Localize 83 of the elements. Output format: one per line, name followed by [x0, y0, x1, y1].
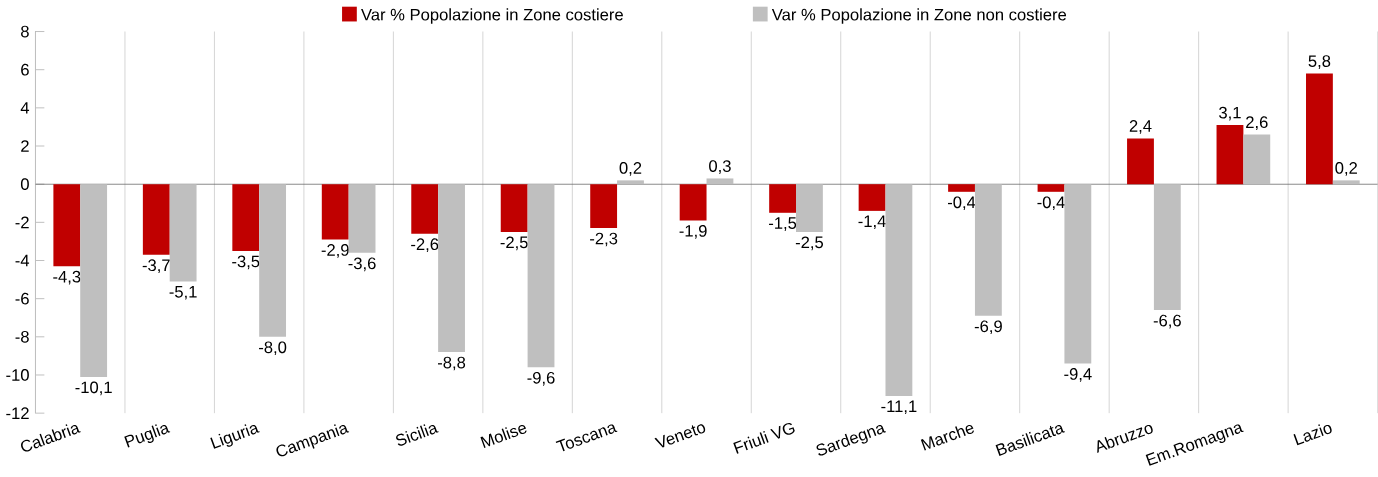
bar: [617, 180, 644, 185]
data-label: 2,6: [1246, 116, 1268, 131]
x-tick-label: Lazio: [1293, 424, 1332, 446]
data-label: -0,4: [947, 196, 976, 211]
y-tick-label: -2: [15, 216, 29, 229]
bar: [769, 184, 797, 214]
bar: [80, 184, 108, 378]
bar: [590, 184, 618, 229]
bar: [948, 184, 975, 193]
data-label: -9,4: [1064, 368, 1092, 383]
bar: [974, 184, 1002, 317]
y-tick-label: -6: [15, 293, 29, 305]
data-label: 3,1: [1219, 106, 1241, 121]
bar: [858, 184, 886, 212]
bar: [1306, 73, 1333, 185]
data-label: -8,8: [437, 356, 466, 371]
x-tick-label: Puglia: [124, 424, 171, 448]
x-tick-label: Molise: [480, 425, 527, 449]
y-tick-label: 2: [21, 140, 29, 153]
data-label: -3,5: [232, 255, 260, 270]
bar: [232, 184, 260, 252]
data-label: -6,6: [1153, 314, 1181, 329]
bar: [259, 184, 287, 338]
bar: [706, 178, 734, 185]
bar: [142, 184, 170, 255]
data-label: -4,3: [53, 271, 81, 285]
data-label: -2,6: [411, 238, 439, 253]
data-label: -2,5: [795, 236, 824, 251]
bar: [53, 184, 81, 267]
x-tick-label: Toscana: [555, 424, 618, 452]
y-tick-label: -10: [6, 369, 29, 382]
data-label: -0,4: [1037, 196, 1065, 211]
data-label: 2,4: [1129, 120, 1152, 135]
bar: [1037, 184, 1065, 193]
data-label: -6,9: [974, 320, 1002, 335]
data-label: 0,3: [709, 160, 731, 175]
bar: [169, 184, 197, 282]
data-label: -11,1: [881, 400, 917, 415]
bar: [1064, 184, 1092, 364]
y-tick-label: 4: [20, 102, 30, 114]
bar: [1332, 180, 1360, 185]
y-tick-label: 6: [21, 64, 29, 76]
bar: [527, 184, 555, 368]
x-tick-label: Sicilia: [396, 424, 439, 446]
data-label: -5,1: [169, 286, 197, 300]
y-tick-label: 8: [21, 25, 29, 38]
bar: [348, 184, 376, 254]
data-label: -9,6: [527, 372, 555, 386]
bar: [885, 184, 913, 397]
data-label: 5,8: [1308, 55, 1331, 70]
bar: [411, 184, 439, 234]
x-tick-label: Calabria: [21, 424, 81, 452]
bar: [500, 184, 528, 233]
bar: [321, 184, 349, 240]
bar: [1127, 138, 1154, 185]
y-tick-label: -4: [15, 255, 30, 267]
bar: [1153, 184, 1181, 311]
y-tick-label: -12: [6, 407, 29, 420]
bar: [1216, 125, 1244, 185]
x-tick-label: Liguria: [210, 424, 260, 449]
data-label: -3,6: [348, 257, 376, 272]
data-label: -1,4: [858, 215, 886, 230]
y-tick-label: -8: [15, 331, 29, 343]
y-tick-label: 0: [20, 178, 29, 191]
data-label: 0,2: [619, 162, 642, 176]
data-label: 0,2: [1335, 162, 1357, 176]
x-tick-label: Veneto: [654, 424, 706, 448]
data-label: -10,1: [75, 381, 112, 396]
bar: [796, 184, 823, 233]
data-label: -1,5: [769, 217, 797, 232]
x-tick-label: Marche: [920, 425, 974, 451]
data-label: -1,9: [679, 225, 707, 239]
bar: [679, 184, 707, 221]
data-label: -2,9: [321, 244, 349, 259]
legend-label: Var % Popolazione in Zone costiere: [361, 8, 623, 24]
data-label: -3,7: [142, 259, 170, 274]
data-label: -2,5: [500, 236, 528, 251]
bar: [438, 184, 465, 353]
x-tick-label: Friuli VG: [733, 423, 795, 454]
bar: [1243, 134, 1271, 185]
legend-label: Var % Popolazione in Zone non costiere: [771, 8, 1067, 24]
data-label: -2,3: [590, 232, 618, 247]
data-label: -8,0: [259, 341, 287, 356]
